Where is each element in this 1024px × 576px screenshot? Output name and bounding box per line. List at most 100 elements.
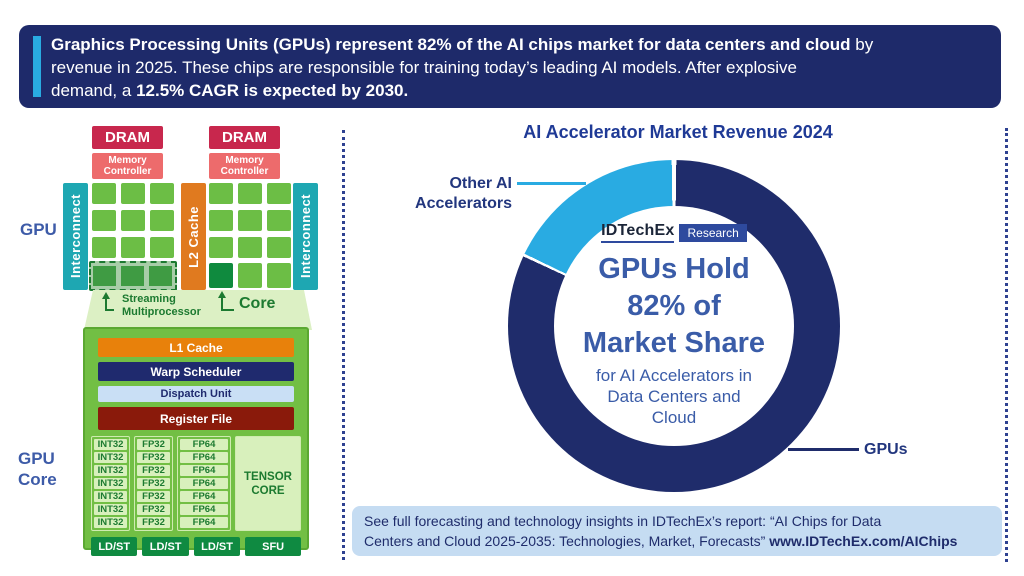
gpu-grid-square	[150, 210, 174, 231]
sm-core-cell	[121, 266, 144, 286]
gpu-grid-square	[121, 237, 145, 258]
int32-cell: INT32	[94, 452, 127, 463]
fp32-cell: FP32	[137, 478, 170, 489]
gpus-callout-line	[788, 448, 859, 451]
l2-cache-block: L2 Cache	[181, 183, 206, 290]
gpu-grid-square	[238, 183, 262, 204]
up-arrow-icon	[218, 291, 226, 298]
fp32-cell: FP32	[137, 504, 170, 515]
l1-cache-bar: L1 Cache	[98, 338, 294, 357]
streaming-multiprocessor-box	[89, 261, 177, 291]
banner-line1-rest: by	[850, 35, 874, 54]
gpus-label: GPUs	[864, 441, 908, 458]
execution-unit-grid: INT32 INT32 INT32 INT32 INT32 INT32 INT3…	[91, 436, 301, 531]
sm-core-cell	[149, 266, 172, 286]
gpu-label: GPU	[20, 220, 57, 239]
ldst-cell: LD/ST	[193, 537, 241, 556]
gpu-grid-square	[209, 183, 233, 204]
interconnect-left: Interconnect	[63, 183, 88, 290]
donut-subtext: for AI Accelerators in Data Centers and …	[554, 365, 794, 428]
research-badge: Research	[679, 223, 747, 242]
ldst-cell: LD/ST	[91, 537, 138, 556]
subtext-line3: Cloud	[651, 408, 697, 427]
gpu-core-box: L1 Cache Warp Scheduler Dispatch Unit Re…	[83, 327, 309, 556]
int32-cell: INT32	[94, 439, 127, 450]
gpu-core-label-line2: Core	[18, 470, 57, 489]
gpu-grid-square	[267, 183, 291, 204]
gpu-grid-square	[238, 210, 262, 231]
section-divider-right	[1005, 128, 1008, 562]
gpu-grid-square	[238, 237, 262, 258]
fp32-cell: FP32	[137, 465, 170, 476]
interconnect-right: Interconnect	[293, 183, 318, 290]
warp-scheduler-bar: Warp Scheduler	[98, 362, 294, 381]
banner-accent-bar	[33, 36, 41, 97]
dispatch-unit-bar: Dispatch Unit	[98, 386, 294, 402]
int32-cell: INT32	[94, 504, 127, 515]
infobox-line2-start: Centers and Cloud 2025-2035: Technologie…	[364, 533, 770, 549]
dram-block-left: DRAM	[92, 126, 163, 149]
sm-label-line1: Streaming	[122, 293, 176, 305]
fp32-cell: FP32	[137, 491, 170, 502]
fp64-cell: FP64	[180, 491, 228, 502]
gpu-grid-square	[209, 210, 233, 231]
interconnect-left-label: Interconnect	[68, 194, 83, 279]
headline-banner: Graphics Processing Units (GPUs) represe…	[19, 25, 1001, 108]
int32-cell: INT32	[94, 491, 127, 502]
up-arrow-icon	[102, 292, 110, 299]
streaming-multiprocessor-label: Streaming Multiprocessor	[122, 293, 201, 319]
fp64-column: FP64 FP64 FP64 FP64 FP64 FP64 FP64	[177, 436, 231, 531]
gpu-grid-square	[121, 183, 145, 204]
fp32-cell: FP32	[137, 452, 170, 463]
gpu-core-label: GPU Core	[18, 448, 57, 490]
headline-line3: Market Share	[582, 327, 766, 359]
banner-text: Graphics Processing Units (GPUs) represe…	[51, 33, 981, 102]
memory-controller-left: Memory Controller	[92, 153, 163, 179]
other-label-line1: Other AI	[449, 175, 512, 192]
banner-line2: revenue in 2025. These chips are respons…	[51, 58, 797, 77]
fp64-cell: FP64	[180, 478, 228, 489]
fp32-cell: FP32	[137, 439, 170, 450]
register-file-bar: Register File	[98, 407, 294, 430]
ldst-cell: LD/ST	[142, 537, 189, 556]
fp64-cell: FP64	[180, 517, 228, 528]
idtechex-logo: IDTechEx Research	[554, 222, 794, 243]
gpu-grid-square	[92, 237, 116, 258]
fp32-column: FP32 FP32 FP32 FP32 FP32 FP32 FP32	[134, 436, 173, 531]
chart-title: AI Accelerator Market Revenue 2024	[523, 122, 833, 142]
infobox-line1: See full forecasting and technology insi…	[364, 513, 882, 529]
other-accelerators-label: Other AI Accelerators	[385, 174, 512, 214]
sm-label-line2: Multiprocessor	[122, 306, 201, 318]
gpu-grid-square	[267, 237, 291, 258]
gpu-grid-square	[150, 237, 174, 258]
other-accelerators-callout-line	[517, 182, 586, 185]
dram-block-right: DRAM	[209, 126, 280, 149]
gpu-grid-square	[267, 263, 291, 288]
tensor-core-cell: TENSOR CORE	[235, 436, 301, 531]
interconnect-right-label: Interconnect	[298, 194, 313, 279]
donut-chart: IDTechEx Research GPUs Hold 82% of Marke…	[508, 160, 840, 492]
fp64-cell: FP64	[180, 439, 228, 450]
donut-hole	[554, 206, 794, 446]
l2-cache-label: L2 Cache	[186, 205, 201, 268]
int32-cell: INT32	[94, 478, 127, 489]
gpu-core-label-line1: GPU	[18, 449, 55, 468]
banner-line1-bold: Graphics Processing Units (GPUs) represe…	[51, 35, 851, 54]
memory-controller-right: Memory Controller	[209, 153, 280, 179]
headline-line2: 82% of	[627, 290, 721, 322]
gpu-grid-square	[209, 237, 233, 258]
section-divider-left	[342, 130, 345, 560]
fp64-cell: FP64	[180, 452, 228, 463]
load-store-row: LD/ST LD/ST LD/ST SFU	[91, 537, 301, 556]
up-arrow-icon	[221, 309, 234, 311]
donut-center-content: IDTechEx Research GPUs Hold 82% of Marke…	[554, 222, 794, 428]
up-arrow-icon	[221, 297, 223, 311]
up-arrow-icon	[105, 309, 114, 311]
sfu-cell: SFU	[245, 537, 301, 556]
up-arrow-icon	[105, 298, 107, 311]
headline-line1: GPUs Hold	[598, 253, 750, 285]
int32-cell: INT32	[94, 517, 127, 528]
subtext-line1: for AI Accelerators in	[596, 366, 752, 385]
gpu-grid-square	[92, 183, 116, 204]
gpu-grid-square	[238, 263, 262, 288]
